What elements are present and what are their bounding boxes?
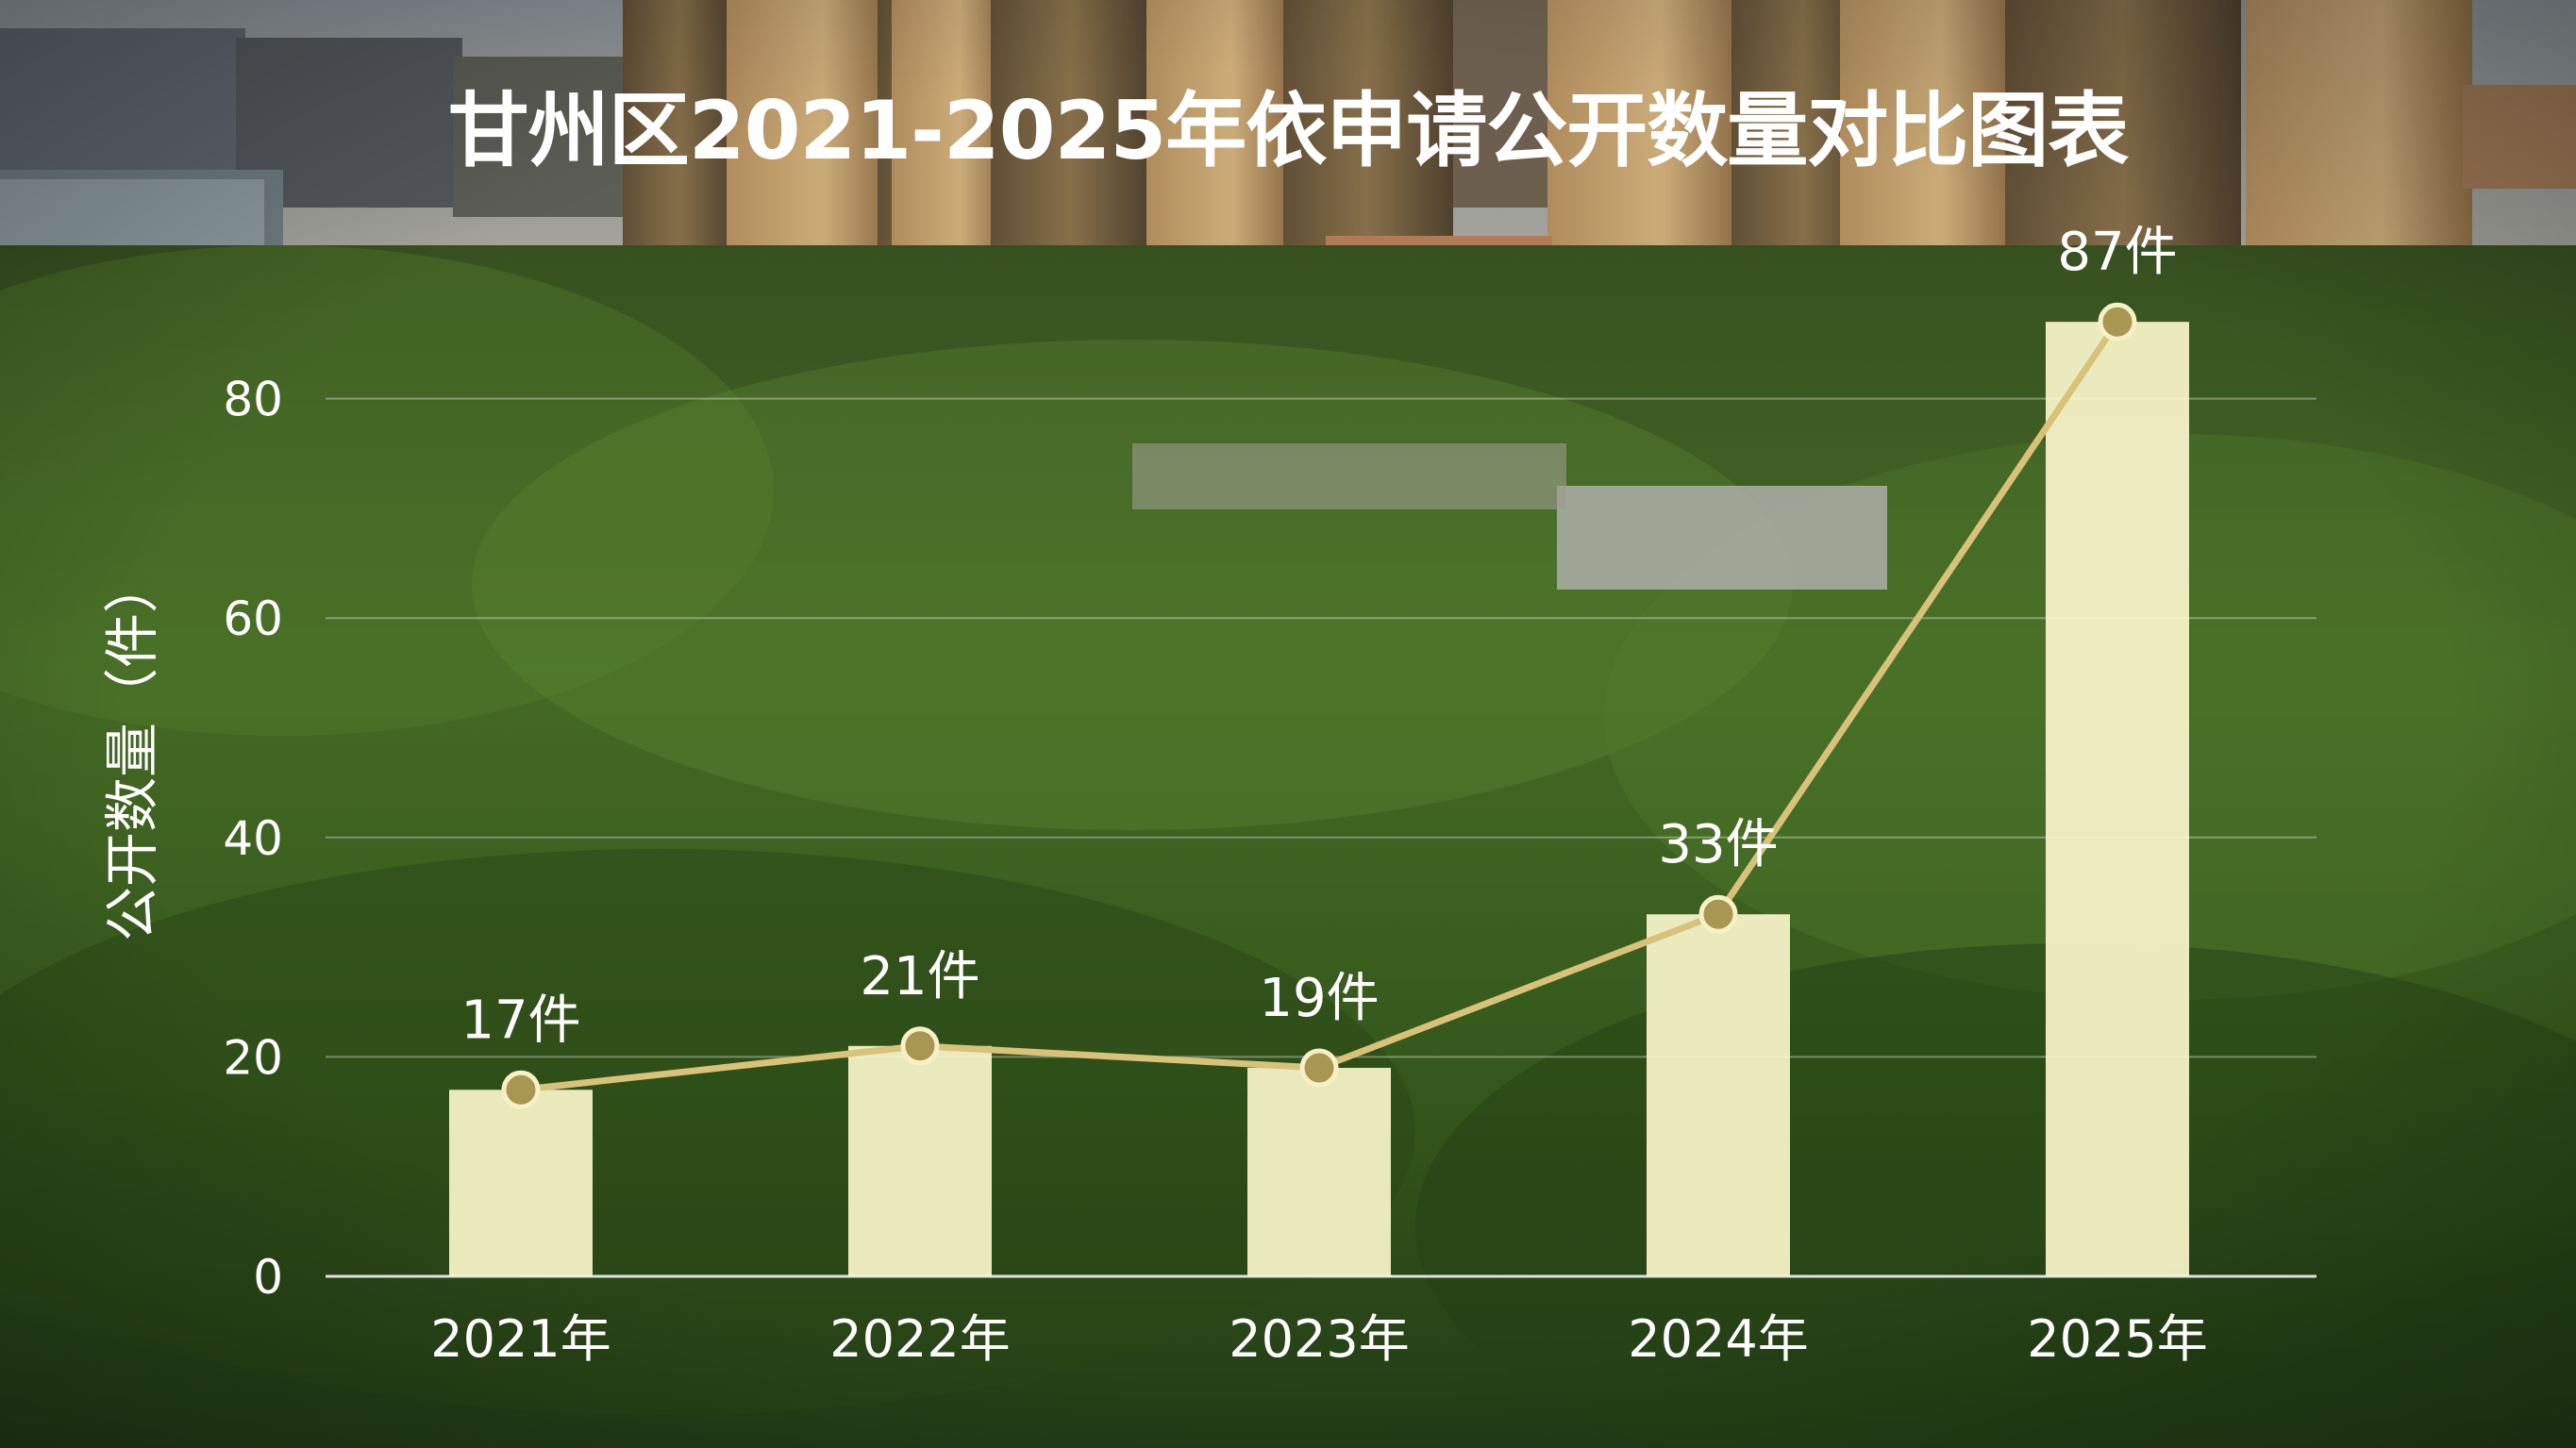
- data-label: 87件: [2057, 222, 2177, 283]
- x-tick-label: 2024年: [1628, 1309, 1808, 1369]
- bar-2023年: [1247, 1068, 1391, 1276]
- trend-marker-2025年: [2098, 302, 2137, 341]
- trend-marker-2024年: [1698, 894, 1738, 934]
- y-axis-ticks: 0 20 40 60 80: [223, 373, 283, 1305]
- data-label: 21件: [860, 946, 979, 1007]
- x-tick-label: 2021年: [430, 1309, 611, 1369]
- bar-2022年: [848, 1045, 992, 1276]
- trend-marker-2021年: [501, 1070, 541, 1109]
- y-axis-label: 公开数量（件）: [100, 558, 164, 941]
- x-tick-label: 2022年: [829, 1309, 1010, 1369]
- y-tick-label: 40: [223, 811, 283, 866]
- data-label: 33件: [1658, 814, 1778, 875]
- chart-title: 甘州区2021-2025年依申请公开数量对比图表: [448, 84, 2129, 178]
- x-axis-ticks: 2021年 2022年 2023年 2024年 2025年: [430, 1309, 2207, 1369]
- x-tick-label: 2025年: [2027, 1309, 2207, 1369]
- y-tick-label: 60: [223, 591, 283, 646]
- data-label: 17件: [460, 990, 580, 1051]
- x-tick-label: 2023年: [1229, 1309, 1409, 1369]
- data-labels: 17件 21件 19件 33件 87件: [460, 222, 2177, 1051]
- bars: [449, 322, 2189, 1276]
- trend-markers: [501, 302, 2137, 1109]
- bar-2024年: [1647, 914, 1790, 1276]
- trend-marker-2022年: [900, 1026, 940, 1066]
- data-label: 19件: [1259, 968, 1379, 1029]
- bar-2025年: [2046, 322, 2189, 1276]
- y-tick-label: 20: [223, 1030, 283, 1085]
- y-tick-label: 0: [253, 1250, 283, 1305]
- y-tick-label: 80: [223, 373, 283, 427]
- bar-2021年: [449, 1090, 593, 1276]
- trend-marker-2023年: [1299, 1048, 1339, 1088]
